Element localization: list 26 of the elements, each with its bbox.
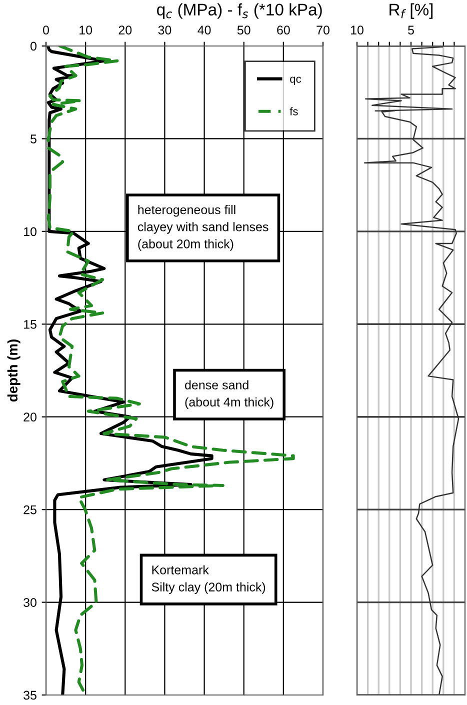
y-tick-label: 0 bbox=[30, 42, 36, 51]
y-axis-title: depth (m) bbox=[7, 340, 20, 402]
y-tick-label: 5 bbox=[30, 134, 36, 144]
annotation: Kortemark Silty clay (20m thick) bbox=[152, 565, 266, 594]
x-tick-label: 50 bbox=[237, 26, 250, 34]
x-tick-label: 10 bbox=[80, 26, 92, 34]
x-tick-label: 0 bbox=[43, 26, 49, 34]
x-tick-label: 40 bbox=[198, 26, 211, 34]
y-tick-label: 15 bbox=[24, 320, 36, 329]
x-tick-label: 5 bbox=[408, 26, 414, 34]
annotation: dense sand (about 4m thick) bbox=[185, 380, 274, 409]
annotation: heterogeneous fill clayey with sand lenses (about 20m thick) bbox=[138, 205, 268, 251]
y-tick-label: 20 bbox=[24, 412, 36, 422]
x-tick-label: 20 bbox=[118, 26, 132, 34]
x-tick-label: 60 bbox=[277, 26, 290, 34]
y-tick-label: 25 bbox=[24, 505, 36, 514]
chart-title: R$_{f}$ [%] bbox=[390, 3, 433, 19]
legend-label: qc bbox=[290, 76, 302, 85]
legend-label: fs bbox=[290, 107, 298, 116]
x-tick-label: 10 bbox=[351, 26, 364, 34]
x-tick-label: 30 bbox=[158, 26, 172, 34]
y-tick-label: 10 bbox=[24, 227, 36, 236]
x-tick-label: 70 bbox=[316, 26, 330, 34]
y-tick-label: 30 bbox=[24, 598, 36, 607]
chart-title: q$_{c}$ (MPa) - f$_{s}$ (*10 kPa) bbox=[157, 3, 322, 19]
y-tick-label: 35 bbox=[24, 690, 36, 700]
